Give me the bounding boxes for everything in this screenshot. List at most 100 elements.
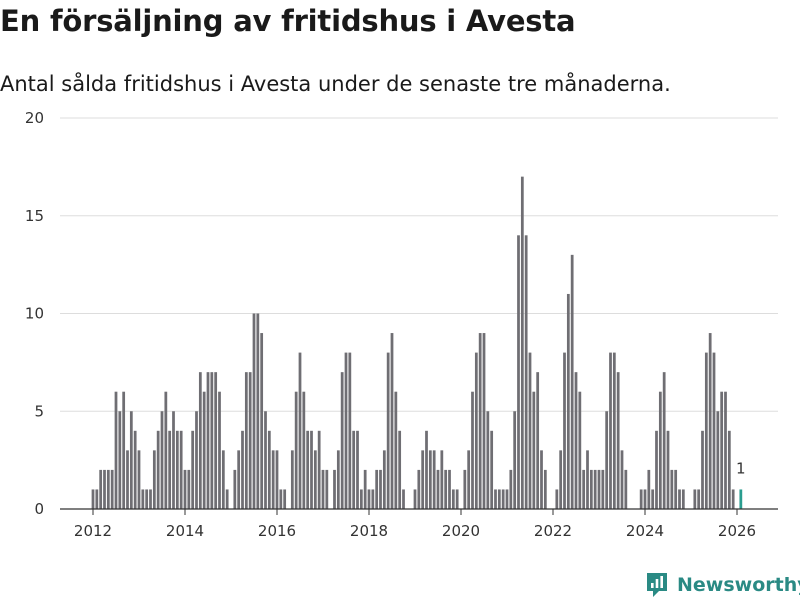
bar <box>110 469 114 509</box>
bar <box>589 469 593 509</box>
bar <box>517 235 520 510</box>
bar <box>701 430 704 509</box>
bar <box>103 469 106 509</box>
bar <box>486 411 490 509</box>
bar <box>398 430 402 509</box>
bar <box>233 469 237 509</box>
bar <box>195 411 198 509</box>
bar <box>164 391 168 509</box>
bar <box>536 372 540 509</box>
bar <box>478 333 482 509</box>
bar <box>264 411 267 509</box>
bar <box>647 469 651 509</box>
bar <box>693 489 697 509</box>
bar <box>463 469 467 509</box>
bar <box>697 489 701 509</box>
y-tick-label: 10 <box>25 305 44 323</box>
bar <box>520 176 524 509</box>
bar <box>643 489 647 509</box>
chart-subtitle: Antal sålda fritidshus i Avesta under de… <box>0 72 671 96</box>
bar <box>298 352 302 509</box>
bar <box>524 235 528 510</box>
brand-name: Newsworthy <box>677 574 800 596</box>
bar <box>198 372 202 509</box>
bar <box>271 450 275 509</box>
bar <box>490 430 494 509</box>
bar <box>402 489 405 509</box>
bar <box>359 489 363 509</box>
bar <box>394 391 398 509</box>
chart-title: En försäljning av fritidshus i Avesta <box>0 4 576 38</box>
bar <box>344 352 348 509</box>
bar <box>586 450 589 509</box>
bar <box>555 489 559 509</box>
bar <box>202 391 206 509</box>
x-tick-label: 2014 <box>166 522 204 540</box>
bar <box>91 489 95 509</box>
bar <box>275 450 279 509</box>
x-tick-label: 2022 <box>534 522 572 540</box>
bar <box>321 469 325 509</box>
bar <box>501 489 505 509</box>
bar <box>118 411 122 509</box>
bar <box>375 469 379 509</box>
bar <box>172 411 175 509</box>
bar <box>340 372 344 509</box>
bar <box>658 391 662 509</box>
bar <box>183 469 187 509</box>
bar <box>114 391 118 509</box>
bar <box>543 469 547 509</box>
bar <box>593 469 597 509</box>
bar <box>225 489 229 509</box>
bar <box>267 430 271 509</box>
bar <box>382 450 386 509</box>
bar <box>218 391 221 509</box>
bar <box>731 489 735 509</box>
bar <box>601 469 605 509</box>
bar <box>210 372 214 509</box>
bar <box>455 489 459 509</box>
bar <box>467 450 471 509</box>
bar <box>241 430 244 509</box>
bar <box>655 430 658 509</box>
bar <box>482 333 486 509</box>
bar <box>471 391 474 509</box>
bar <box>578 391 582 509</box>
bar <box>440 450 444 509</box>
bar <box>540 450 543 509</box>
bar <box>444 469 448 509</box>
bar <box>187 469 191 509</box>
bar <box>390 333 394 509</box>
bar <box>612 352 616 509</box>
bar <box>720 391 724 509</box>
bar <box>99 469 103 509</box>
bar <box>256 313 260 509</box>
bar <box>221 450 225 509</box>
bar <box>356 430 359 509</box>
bar <box>145 489 149 509</box>
bar <box>137 450 141 509</box>
bar <box>528 352 532 509</box>
y-tick-label: 5 <box>34 402 44 420</box>
bar <box>302 391 306 509</box>
bar <box>214 372 218 509</box>
highlight-value-label: 1 <box>736 459 746 477</box>
bar <box>371 489 375 509</box>
y-axis-labels: 0 5 10 15 20 <box>25 109 44 518</box>
bar <box>252 313 256 509</box>
bar <box>674 469 678 509</box>
bar <box>532 391 536 509</box>
bar-highlight <box>739 489 743 509</box>
bar <box>609 352 612 509</box>
bar <box>413 489 417 509</box>
x-tick-label: 2024 <box>626 522 664 540</box>
bar <box>497 489 501 509</box>
bar <box>639 489 643 509</box>
y-tick-label: 20 <box>25 109 44 127</box>
bar <box>336 450 340 509</box>
bar <box>152 450 156 509</box>
bar <box>248 372 252 509</box>
bar <box>313 450 317 509</box>
bar <box>428 450 432 509</box>
bars <box>91 176 743 510</box>
